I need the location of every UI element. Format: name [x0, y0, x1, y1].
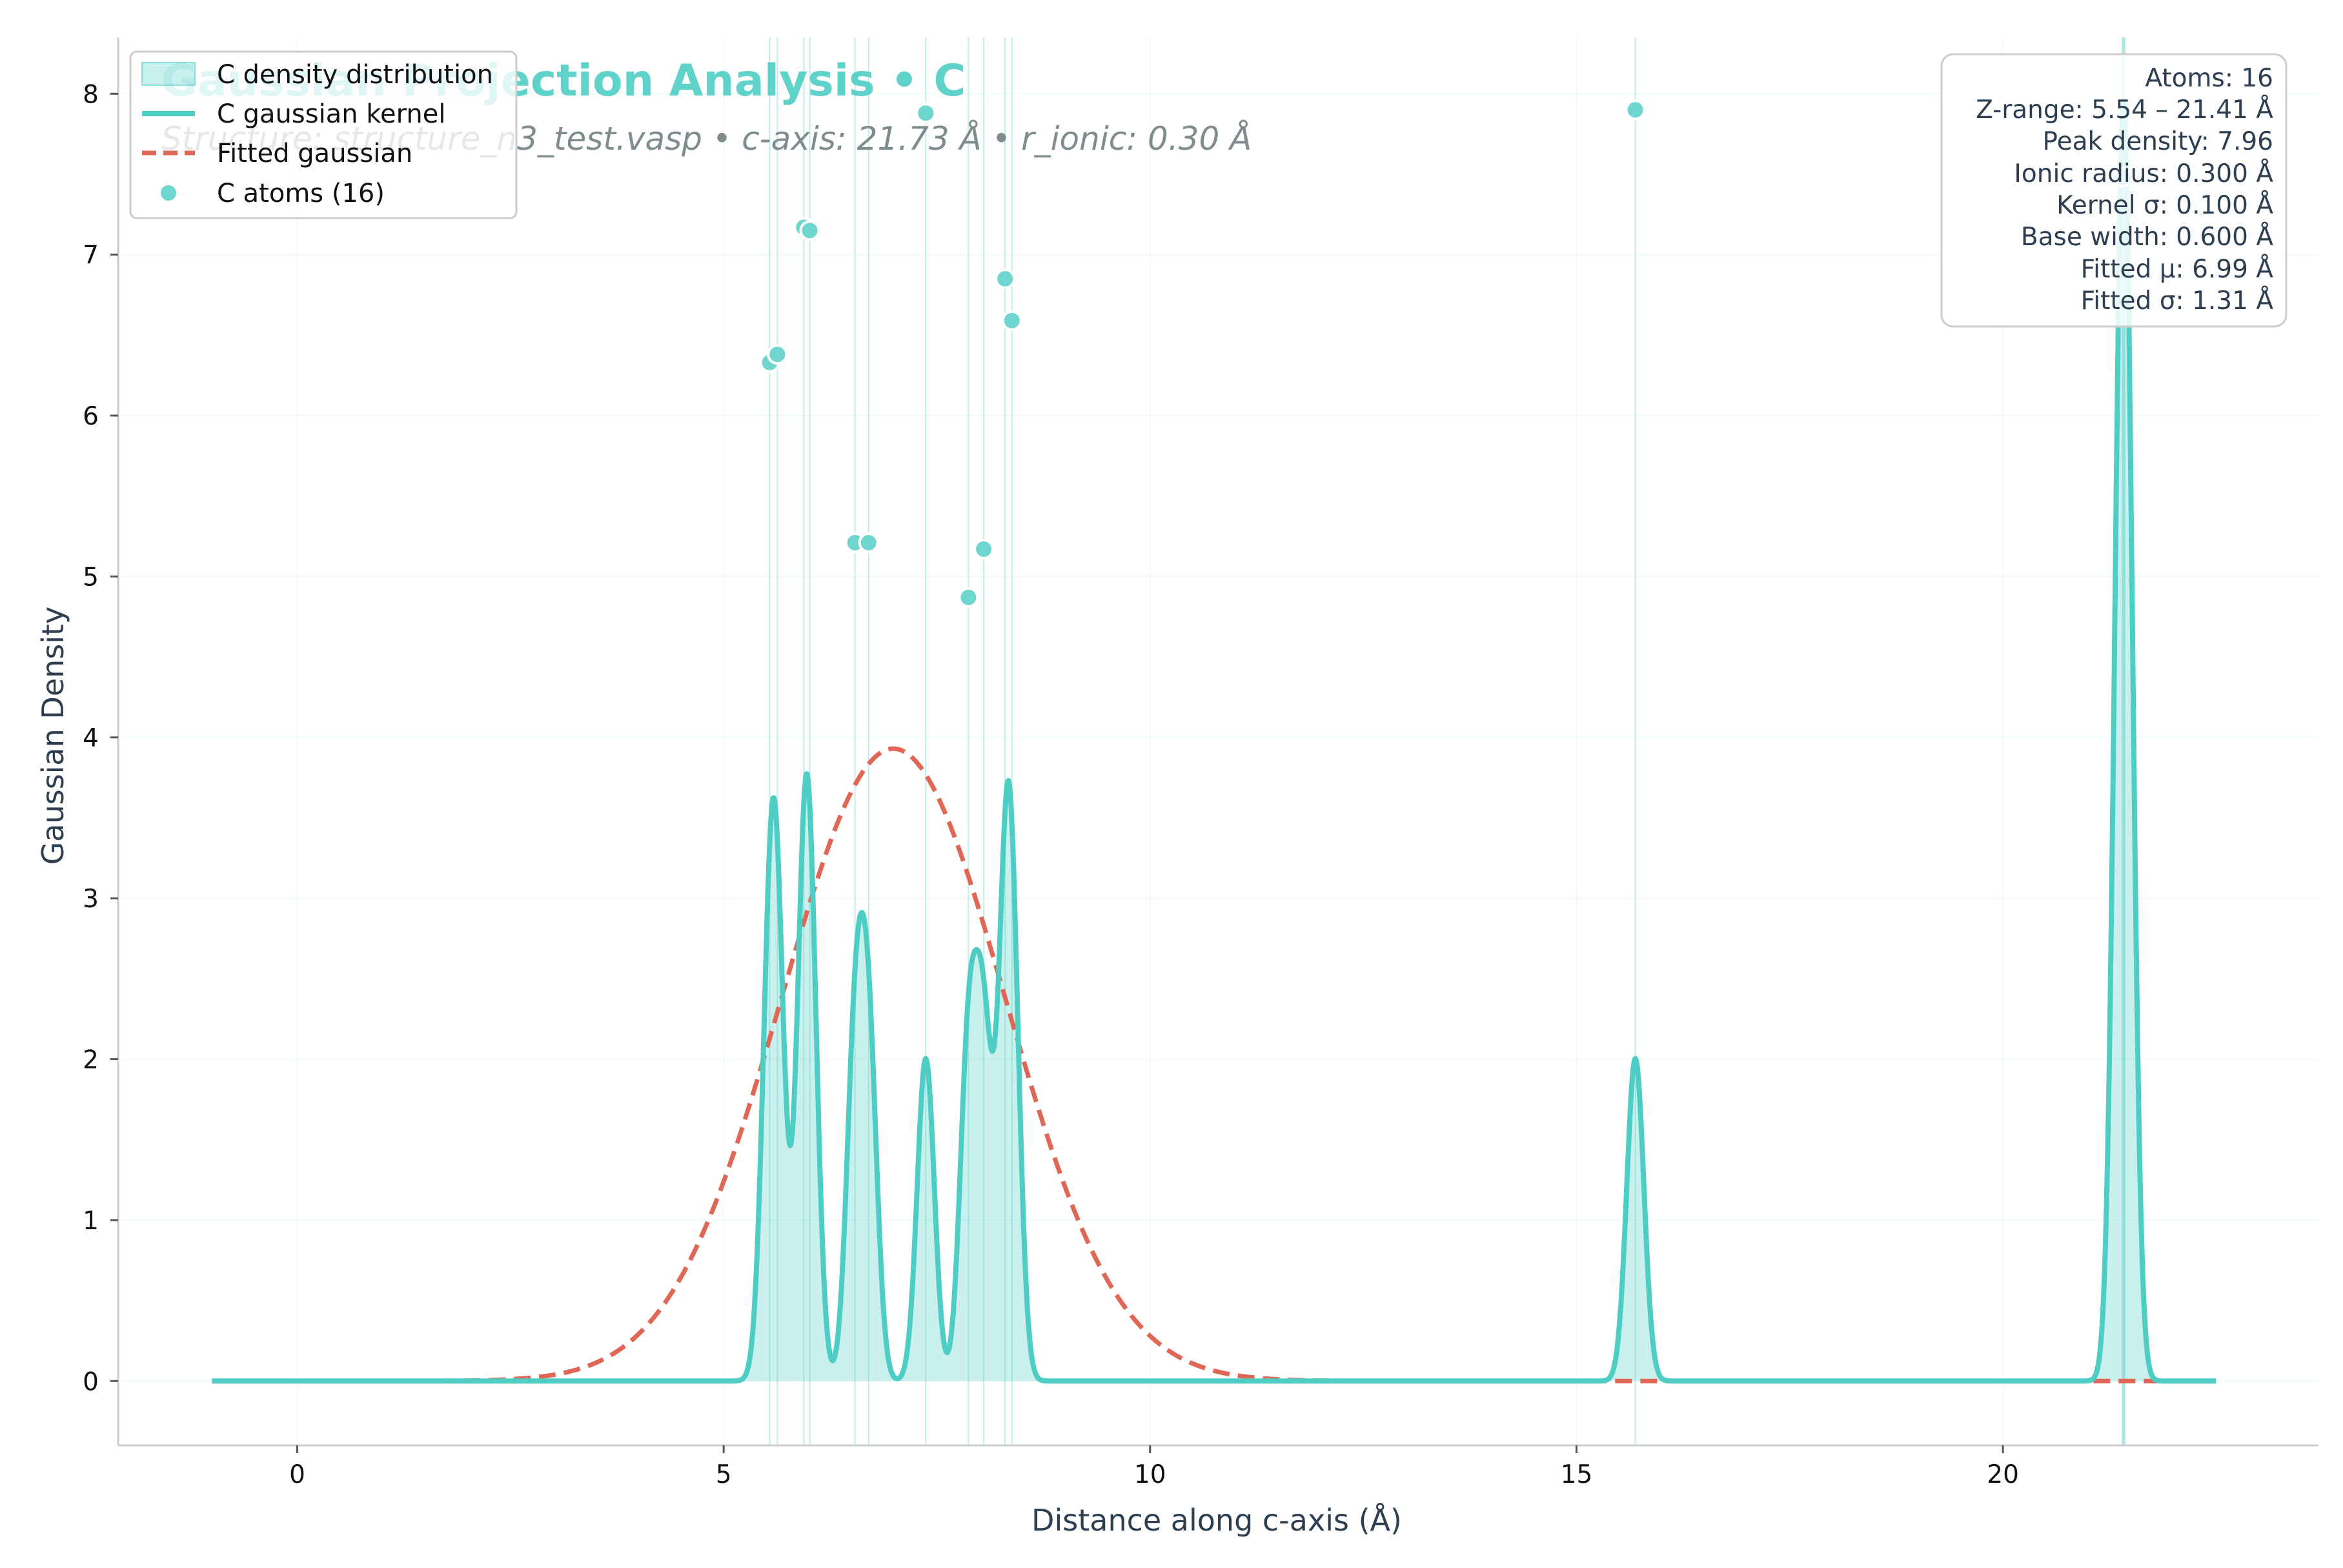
y-tick-label: 6: [83, 402, 99, 431]
legend-swatch-area: [141, 62, 196, 86]
atom-marker: [915, 103, 937, 124]
atom-marker: [958, 587, 979, 608]
atom-marker: [799, 220, 820, 241]
atom-marker: [995, 268, 1016, 290]
atom-marker: [1001, 310, 1022, 331]
stats-frame: [1940, 53, 2287, 328]
legend-label-area: C density distribution: [217, 60, 493, 90]
y-tick-label: 1: [83, 1207, 99, 1236]
stats-z-range: Z-range: 5.54 – 21.41 Å: [1976, 94, 2273, 125]
stats-base-width: Base width: 0.600 Å: [2021, 221, 2273, 252]
stats-kernel-sigma: Kernel σ: 0.100 Å: [2056, 190, 2273, 220]
atom-marker: [858, 532, 879, 554]
axes: [117, 37, 2318, 1447]
tick-labels: 0 5 10 15 20 0 1 2 3 4 5 6 7 8: [83, 80, 2019, 1489]
y-tick-label: 3: [83, 885, 99, 914]
y-tick-label: 2: [83, 1046, 99, 1075]
atom-marker: [1625, 99, 1646, 121]
gaussian-kernel-line: [210, 97, 2218, 1384]
y-tick-label: 7: [83, 241, 99, 270]
stats-box: Atoms: 16 Z-range: 5.54 – 21.41 Å Peak d…: [1940, 53, 2287, 328]
stats-ionic-radius: Ionic radius: 0.300 Å: [2014, 158, 2273, 188]
x-tick-label: 20: [1987, 1460, 2019, 1489]
atom-marker: [767, 344, 788, 365]
density-area: [212, 100, 2216, 1382]
stats-fitted-sigma: Fitted σ: 1.31 Å: [2081, 285, 2274, 316]
legend: C density distribution C gaussian kernel…: [129, 50, 518, 219]
x-tick-label: 5: [716, 1460, 732, 1489]
x-tick-label: 0: [289, 1460, 305, 1489]
fitted-gaussian-line: [212, 746, 2216, 1383]
x-axis-title: Distance along c-axis (Å): [1031, 1503, 1402, 1538]
y-tick-label: 5: [83, 563, 99, 592]
x-tick-label: 10: [1134, 1460, 1166, 1489]
legend-frame: [129, 50, 518, 219]
x-tick-label: 15: [1561, 1460, 1593, 1489]
legend-swatch-atoms: [158, 183, 179, 203]
y-tick-label: 0: [83, 1367, 99, 1396]
stats-atoms: Atoms: 16: [2145, 64, 2273, 93]
stats-fitted-mu: Fitted μ: 6.99 Å: [2081, 254, 2274, 284]
y-tick-label: 8: [83, 80, 99, 109]
y-axis-title: Gaussian Density: [36, 607, 70, 865]
atom-markers: [759, 99, 2134, 608]
atom-marker: [973, 539, 995, 560]
legend-label-atoms: C atoms (16): [217, 179, 385, 208]
y-tick-label: 4: [83, 724, 99, 753]
legend-label-kernel: C gaussian kernel: [217, 99, 445, 129]
stats-peak-density: Peak density: 7.96: [2042, 127, 2273, 156]
legend-label-fit: Fitted gaussian: [217, 139, 412, 168]
